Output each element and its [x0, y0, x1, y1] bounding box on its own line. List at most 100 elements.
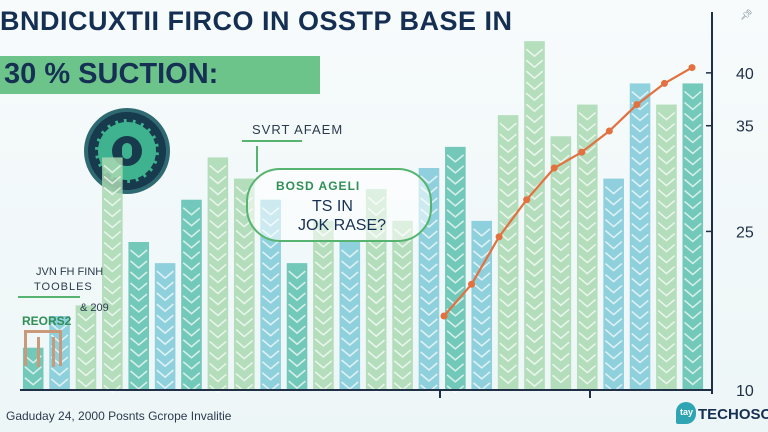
bar-leaf [631, 211, 649, 221]
bar-leaf [420, 252, 438, 262]
bar-leaf [261, 361, 280, 370]
bar-leaf [499, 122, 517, 132]
bar-leaf [684, 310, 702, 320]
bar-leaf [657, 144, 676, 154]
bar-leaf [156, 369, 174, 379]
bar-leaf [684, 343, 702, 353]
bar-leaf [631, 343, 649, 353]
bar-leaf [552, 374, 570, 384]
bar-body [682, 83, 704, 390]
bar-leaf [525, 202, 544, 212]
bar-leaf [631, 178, 649, 188]
legend-divider [18, 296, 80, 298]
bar-leaf [578, 122, 597, 132]
bar-leaf [525, 224, 544, 234]
bar-leaf [446, 363, 465, 372]
bar-leaf [420, 384, 438, 394]
bar-leaf [182, 361, 201, 370]
bar-leaf [103, 263, 122, 273]
bar-body [445, 146, 466, 390]
bar-leaf [684, 299, 702, 309]
bar-leaf [604, 273, 623, 283]
bar-leaf [261, 284, 280, 293]
bar-leaf [631, 321, 649, 331]
bar-body [497, 115, 519, 391]
bar-leaf [578, 331, 597, 341]
bar-leaf [552, 275, 570, 285]
bar-leaf [446, 242, 465, 251]
axis-layer [20, 12, 713, 398]
bar-leaf [631, 112, 649, 122]
bar-leaf [261, 317, 280, 326]
bar-leaf [314, 371, 333, 380]
bar-leaf [393, 360, 412, 369]
bar-leaf [499, 155, 517, 165]
bar-leaf [657, 122, 676, 132]
bar-leaf [209, 263, 227, 273]
bar-leaf [657, 276, 676, 286]
bar-leaf [552, 363, 570, 373]
bar-leaf [552, 286, 570, 296]
bar-leaf [103, 373, 122, 383]
bar-leaf [209, 197, 227, 207]
bar-leaf [631, 233, 649, 243]
bar-leaf [472, 316, 491, 325]
bar-leaf [235, 372, 254, 382]
bar-leaf [446, 187, 465, 196]
bar-leaf [288, 314, 306, 324]
bar-leaf [604, 284, 623, 294]
bar-leaf [499, 276, 517, 286]
bar-leaf [578, 133, 597, 143]
brand-logo-icon: tay [676, 402, 696, 424]
bar-leaf [472, 349, 491, 358]
bar-body [471, 220, 493, 390]
bar-leaf [446, 297, 465, 306]
bar-leaf [288, 347, 306, 357]
bar-leaf [235, 306, 254, 316]
bar-leaf [420, 351, 438, 361]
bar-leaf [525, 279, 544, 289]
bar-leaf [156, 270, 174, 280]
bar-leaf [288, 336, 306, 346]
bar-leaf [103, 296, 122, 306]
bar-leaf [604, 229, 623, 239]
bar-leaf [578, 210, 597, 220]
bubble-line-3: JOK RASE? [298, 217, 387, 234]
bar-leaf [525, 213, 544, 223]
bar-leaf [578, 232, 597, 242]
bar-leaf [525, 147, 544, 157]
bar-leaf [182, 273, 201, 282]
bar [128, 242, 150, 391]
bar-leaf [578, 155, 597, 165]
bar-leaf [261, 306, 280, 315]
legend-line-1: JVN FH FINH [36, 266, 104, 278]
bar-leaf [393, 261, 412, 270]
bar [471, 220, 493, 391]
bar-leaf [420, 318, 438, 328]
bar [286, 263, 308, 390]
bar-leaf [209, 274, 227, 284]
bar-leaf [657, 133, 676, 143]
bar-leaf [604, 207, 623, 217]
bar-leaf [393, 327, 412, 336]
bar-leaf [103, 175, 122, 185]
bar-leaf [657, 298, 676, 308]
annotation-connector [242, 140, 302, 142]
bar-leaf [314, 294, 333, 303]
bar-leaf [209, 351, 227, 361]
trend-point [605, 127, 613, 135]
bar-leaf [631, 277, 649, 287]
bar-leaf [657, 243, 676, 253]
bar-leaf [314, 283, 333, 292]
bar-leaf [472, 239, 491, 248]
bar-leaf [684, 266, 702, 276]
bar-leaf [367, 339, 385, 349]
bar [233, 178, 255, 393]
bar-body [392, 220, 413, 390]
bar [260, 199, 281, 392]
bar-leaf [367, 251, 385, 261]
bar-leaf [472, 283, 491, 292]
bar-leaf [209, 362, 227, 372]
trend-point [495, 233, 503, 241]
bar-leaf [446, 374, 465, 383]
